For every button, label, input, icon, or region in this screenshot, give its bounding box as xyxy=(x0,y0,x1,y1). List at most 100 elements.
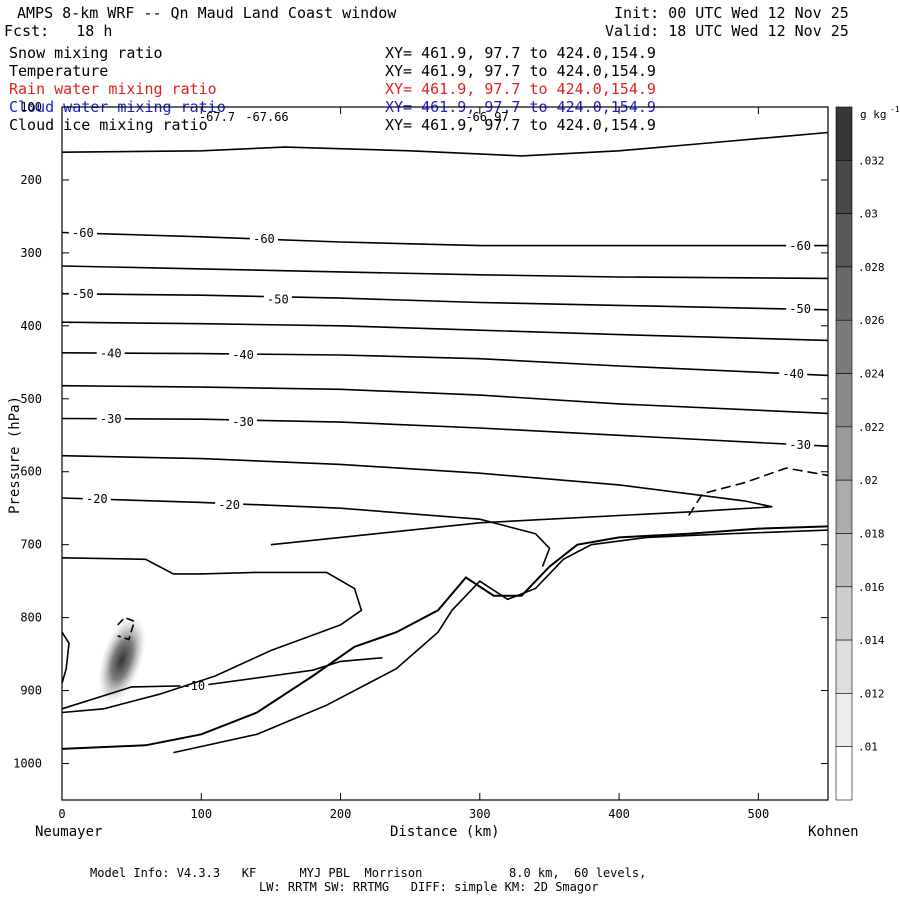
cloud-ice-contour xyxy=(117,616,136,641)
colorbar-bin xyxy=(835,586,853,641)
isotherm-line xyxy=(61,657,383,710)
colorbar-label: .026 xyxy=(858,314,885,327)
isotherm-line xyxy=(61,497,551,567)
isotherm-label: -50 xyxy=(72,287,94,301)
colorbar-bin xyxy=(835,479,853,534)
y-tick-label: 100 xyxy=(20,100,42,114)
y-tick-label: 800 xyxy=(20,611,42,625)
y-tick-label: 500 xyxy=(20,392,42,406)
isotherm-label: -60 xyxy=(72,226,94,240)
isotherm-label-bg xyxy=(68,286,97,301)
isotherm-line xyxy=(61,265,829,280)
isotherm-label: -50 xyxy=(789,302,811,316)
colorbar-bin xyxy=(835,213,853,268)
colorbar-label: .02 xyxy=(858,474,878,487)
y-tick-label: 700 xyxy=(20,538,42,552)
isotherm-line xyxy=(173,529,829,754)
colorbar-label: .016 xyxy=(858,581,885,594)
colorbar-label: .012 xyxy=(858,687,885,700)
colorbar-unit: g kg xyxy=(860,108,887,121)
isotherm-line xyxy=(61,384,829,415)
isotherm-label-bg xyxy=(786,238,815,253)
snow-mixing-maximum xyxy=(98,615,146,705)
isotherm-line xyxy=(61,321,829,342)
isotherm-label: -60 xyxy=(253,232,275,246)
field-name: Temperature xyxy=(9,62,109,80)
colorbar-label: .022 xyxy=(858,421,885,434)
model-info: Model Info: V4.3.3 KF MYJ PBL Morrison 8… xyxy=(90,866,647,880)
x-left-endpoint: Neumayer xyxy=(35,824,103,840)
isotherm-label: -30 xyxy=(232,415,254,429)
colorbar-label: .03 xyxy=(858,208,878,221)
x-tick-label: 0 xyxy=(58,807,65,821)
top-temperature-value: -67.7 xyxy=(199,110,235,124)
isotherm-label-bg xyxy=(249,231,278,246)
y-tick-label: 600 xyxy=(20,465,42,479)
colorbar-label: .01 xyxy=(858,741,878,754)
isotherm-label-bg xyxy=(215,497,244,512)
isotherm-label: -40 xyxy=(232,348,254,362)
isotherm-line xyxy=(61,631,70,684)
isotherm-label-bg xyxy=(96,411,125,426)
field-xy-range: XY= 461.9, 97.7 to 424.0,154.9 xyxy=(385,44,656,62)
valid-time: Valid: 18 UTC Wed 12 Nov 25 xyxy=(605,22,849,40)
isotherm-label-bg xyxy=(786,437,815,452)
isotherm-label-bg xyxy=(180,678,209,693)
colorbar-bin xyxy=(835,693,853,747)
isotherm-label: -50 xyxy=(267,292,289,306)
x-tick-label: 300 xyxy=(469,807,491,821)
isotherm-label: -20 xyxy=(218,498,240,512)
y-tick-label: 900 xyxy=(20,684,42,698)
isotherm-label-bg xyxy=(82,491,111,506)
field-xy-range: XY= 461.9, 97.7 to 424.0,154.9 xyxy=(385,116,656,134)
isotherm-label: -20 xyxy=(86,492,108,506)
colorbar-bin xyxy=(835,319,853,374)
colorbar-bin xyxy=(835,426,853,481)
colorbar-bin xyxy=(835,533,853,588)
colorbar-bin xyxy=(835,160,853,214)
isotherm-label-bg xyxy=(229,347,258,362)
isotherm-label: -40 xyxy=(100,346,122,360)
chart-title: AMPS 8-km WRF -- Qn Maud Land Coast wind… xyxy=(17,4,397,22)
top-temperature-value: -67.66 xyxy=(245,110,288,124)
forecast-hour: Fcst: 18 h xyxy=(4,22,113,40)
isotherm-label-bg xyxy=(263,291,292,306)
isotherm-line xyxy=(61,454,773,546)
field-name: Rain water mixing ratio xyxy=(9,80,217,98)
isotherm-line xyxy=(61,352,829,377)
isotherm-line xyxy=(61,292,829,311)
isotherm-label: -30 xyxy=(789,438,811,452)
x-tick-label: 200 xyxy=(330,807,352,821)
colorbar-bin xyxy=(835,373,853,428)
y-tick-label: 400 xyxy=(20,319,42,333)
y-tick-label: 300 xyxy=(20,246,42,260)
isotherm-label-bg xyxy=(229,414,258,429)
y-tick-label: 1000 xyxy=(13,757,42,771)
isotherm-line xyxy=(61,417,829,447)
plot-frame xyxy=(61,106,829,801)
field-name: Cloud ice mixing ratio xyxy=(9,116,208,134)
x-tick-label: 500 xyxy=(748,807,770,821)
colorbar-label: .018 xyxy=(858,527,885,540)
colorbar-bin xyxy=(835,639,853,694)
isotherm-label: -40 xyxy=(782,367,804,381)
colorbar-bin xyxy=(835,266,853,321)
isotherm-label-bg xyxy=(68,225,97,240)
cloud-ice-contour xyxy=(688,467,829,516)
isotherm-line xyxy=(61,231,828,247)
colorbar-label: .028 xyxy=(858,261,885,274)
field-name: Snow mixing ratio xyxy=(9,44,163,62)
colorbar-label: .024 xyxy=(858,368,885,381)
isotherm-line xyxy=(61,131,829,157)
isotherm-label-bg xyxy=(96,345,125,360)
colorbar-bin xyxy=(835,746,853,801)
model-physics: LW: RRTM SW: RRTMG DIFF: simple KM: 2D S… xyxy=(259,880,599,894)
colorbar-bin xyxy=(835,106,853,161)
init-time: Init: 00 UTC Wed 12 Nov 25 xyxy=(614,4,849,22)
x-right-endpoint: Kohnen xyxy=(808,824,859,840)
isotherm-label: -60 xyxy=(789,239,811,253)
colorbar-label: .014 xyxy=(858,634,885,647)
y-axis-title: Pressure (hPa) xyxy=(7,395,23,514)
isotherm-label: -30 xyxy=(100,412,122,426)
